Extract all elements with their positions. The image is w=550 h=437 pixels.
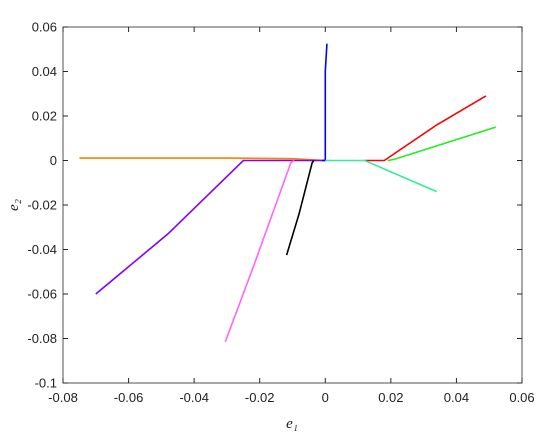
y-tick-label: -0.1 xyxy=(35,376,57,391)
plot-area xyxy=(62,26,523,384)
y-tick-label: 0.04 xyxy=(32,64,57,79)
x-tick-label: -0.04 xyxy=(179,390,209,405)
x-tick-label: -0.08 xyxy=(48,390,78,405)
y-tick-label: 0.06 xyxy=(32,20,57,35)
series-line xyxy=(325,159,438,193)
series-line xyxy=(95,159,326,295)
x-tick-label: 0.06 xyxy=(509,390,534,405)
series-line xyxy=(322,43,328,162)
series-line xyxy=(364,95,487,162)
y-axis-label: e₂ xyxy=(6,199,22,211)
series-line xyxy=(224,159,295,343)
series-line xyxy=(79,157,326,162)
x-axis-label: e₁ xyxy=(286,416,298,432)
y-tick-label: -0.06 xyxy=(27,287,57,302)
series-line xyxy=(387,126,497,162)
y-tick-label: -0.08 xyxy=(27,331,57,346)
x-tick-label: 0 xyxy=(322,390,329,405)
y-tick-label: -0.02 xyxy=(27,198,57,213)
x-tick-label: 0.02 xyxy=(378,390,403,405)
y-tick-label: 0.02 xyxy=(32,109,57,124)
x-tick-label: -0.06 xyxy=(114,390,144,405)
x-tick-label: -0.02 xyxy=(245,390,275,405)
x-tick-label: 0.04 xyxy=(444,390,469,405)
y-tick-label: 0 xyxy=(50,153,57,168)
series-line xyxy=(285,160,315,256)
y-tick-label: -0.04 xyxy=(27,242,57,257)
